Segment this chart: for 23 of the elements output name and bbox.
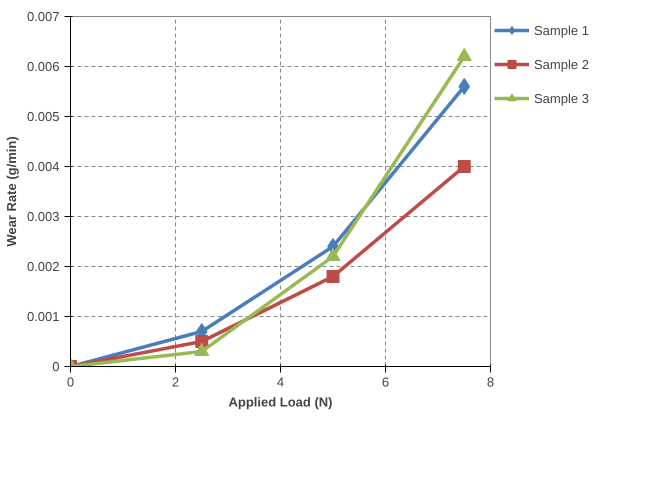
y-tick-label: 0.003 bbox=[26, 209, 60, 224]
legend-label: Sample 1 bbox=[534, 22, 589, 38]
y-tick-label: 0.002 bbox=[26, 259, 60, 274]
point bbox=[194, 342, 210, 356]
x-tick-label: 8 bbox=[486, 374, 494, 390]
point bbox=[458, 78, 470, 95]
y-tick-label: 0.004 bbox=[26, 159, 60, 174]
y-tick-label: 0.005 bbox=[26, 109, 60, 124]
point bbox=[326, 270, 340, 283]
x-tick-label: 2 bbox=[172, 374, 180, 390]
y-tick-label: 0 bbox=[52, 359, 60, 374]
y-tick-label: 0.001 bbox=[26, 309, 60, 324]
x-tick-label: 6 bbox=[382, 374, 390, 390]
x-tick-label: 4 bbox=[276, 374, 284, 390]
point bbox=[326, 248, 340, 262]
y-axis-title: Wear Rate (g/min) bbox=[4, 136, 19, 247]
y-tick-label: 0.006 bbox=[26, 59, 60, 74]
y-tick-label: 0.007 bbox=[26, 9, 60, 24]
legend-label: Sample 2 bbox=[534, 56, 589, 72]
point bbox=[458, 160, 471, 173]
x-tick-label: 0 bbox=[66, 374, 74, 390]
x-axis-title: Applied Load (N) bbox=[228, 394, 333, 410]
legend-label: Sample 3 bbox=[534, 90, 589, 106]
